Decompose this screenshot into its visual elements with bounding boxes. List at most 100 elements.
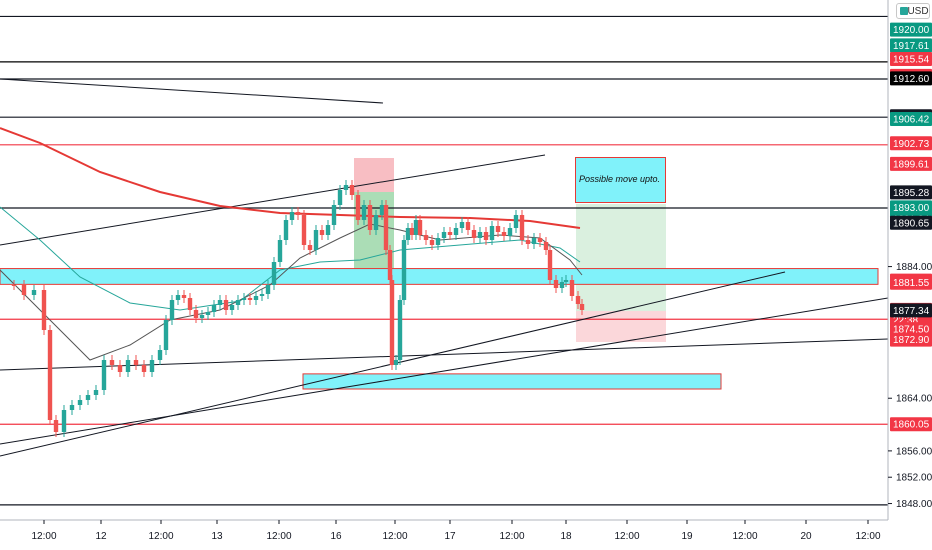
time-tick-label-6: 12:00 <box>382 531 407 542</box>
candle-body-88 <box>553 280 559 288</box>
price-tick-label-4: 1848.00 <box>896 499 932 510</box>
price-badge-18 <box>890 322 932 337</box>
candle-body-34 <box>253 296 259 300</box>
candle-body-53 <box>367 205 373 230</box>
annotation-note[interactable]: Possible move upto. <box>575 157 666 203</box>
price-badge-label-17: 1877.34 <box>893 306 930 317</box>
price-badge-4 <box>890 71 932 86</box>
candle-body-37 <box>271 262 277 285</box>
plot-area <box>0 0 888 520</box>
candle-body-16 <box>141 365 147 372</box>
price-badge-17 <box>890 303 932 318</box>
time-tick-label-10: 12:00 <box>614 531 639 542</box>
candle-body-7 <box>69 405 75 410</box>
candle-body-63 <box>409 228 415 235</box>
candle-body-22 <box>181 295 187 298</box>
candle-body-46 <box>325 225 331 235</box>
candle-body-59 <box>393 360 399 365</box>
candle-body-5 <box>53 420 59 432</box>
resistance-zone <box>0 268 879 285</box>
candle-body-51 <box>355 195 361 220</box>
price-badge-label-4: 1912.60 <box>893 74 930 85</box>
candle-body-27 <box>211 305 217 312</box>
currency-tag[interactable]: USD <box>896 3 930 19</box>
candle-body-89 <box>559 282 565 288</box>
candle-body-36 <box>265 285 271 294</box>
candle-body-38 <box>277 240 283 262</box>
price-badge-9 <box>890 185 932 200</box>
price-badge-label-9: 1895.28 <box>893 188 930 199</box>
candle-body-49 <box>343 185 349 190</box>
price-badge-8 <box>890 156 932 171</box>
trend-line-3 <box>0 297 889 445</box>
annotation-text: Possible move upto. <box>579 174 661 184</box>
time-tick-label-8: 12:00 <box>499 531 524 542</box>
price-badge-label-7: 1902.73 <box>893 139 930 150</box>
price-badge-12 <box>890 215 932 230</box>
candle-body-67 <box>429 240 435 245</box>
price-tick-label-0: 1884.00 <box>896 262 932 273</box>
candle-body-72 <box>459 222 465 228</box>
price-badge-label-1: 1917.61 <box>893 41 930 52</box>
candle-body-79 <box>501 232 507 236</box>
price-badge-label-8: 1899.61 <box>893 159 930 170</box>
price-badge-2 <box>890 51 932 66</box>
candle-body-19 <box>163 320 169 350</box>
time-tick-label-13: 20 <box>800 531 812 542</box>
price-badge-label-16: 22:38 <box>893 315 918 326</box>
candle-body-8 <box>77 400 83 405</box>
candle-body-81 <box>513 215 519 228</box>
candle-body-6 <box>61 410 67 432</box>
time-tick-label-1: 12 <box>95 531 107 542</box>
candle-body-26 <box>205 312 211 315</box>
candle-body-78 <box>495 226 501 232</box>
candle-body-58 <box>389 280 395 365</box>
price-badge-label-12: 1890.65 <box>893 218 930 229</box>
ma-200-line <box>0 127 581 229</box>
candle-body-23 <box>187 298 193 310</box>
candle-body-68 <box>435 238 441 245</box>
candle-body-40 <box>289 212 295 220</box>
time-tick-label-5: 16 <box>330 531 342 542</box>
price-tick-label-3: 1852.00 <box>896 473 932 484</box>
currency-label: USD <box>907 6 929 17</box>
candle-body-24 <box>193 310 199 318</box>
price-badge-0 <box>890 22 932 37</box>
price-badge-20 <box>890 417 932 432</box>
candle-body-83 <box>525 240 531 244</box>
candle-body-74 <box>471 230 477 238</box>
candle-body-2 <box>31 290 37 295</box>
candle-body-43 <box>307 245 313 250</box>
candle-body-52 <box>361 205 367 220</box>
candle-body-31 <box>235 300 241 305</box>
tradingview-logo-icon <box>900 7 908 15</box>
candle-body-66 <box>423 235 429 240</box>
price-badge-7 <box>890 136 932 151</box>
candle-body-14 <box>125 360 131 372</box>
time-tick-label-3: 13 <box>211 531 223 542</box>
candle-body-87 <box>547 250 553 280</box>
price-badge-label-20: 1860.05 <box>893 420 930 431</box>
time-tick-label-0: 12:00 <box>31 531 56 542</box>
candle-body-18 <box>157 350 163 360</box>
trend-line-0 <box>0 78 384 104</box>
candle-body-25 <box>199 315 205 318</box>
price-badge-label-10: 1893.00 <box>893 203 930 214</box>
candle-body-33 <box>247 298 253 300</box>
candle-body-60 <box>397 300 403 360</box>
time-tick-label-7: 17 <box>444 531 456 542</box>
time-tick-label-4: 12:00 <box>266 531 291 542</box>
candle-body-61 <box>401 240 407 300</box>
candle-body-65 <box>417 220 423 235</box>
candle-body-47 <box>331 205 337 225</box>
target-box <box>576 204 666 311</box>
candle-body-69 <box>441 232 447 238</box>
candle-body-0 <box>11 285 17 286</box>
candle-body-71 <box>453 228 459 235</box>
price-tick-label-2: 1856.00 <box>896 446 932 457</box>
candle-body-4 <box>47 330 53 420</box>
candle-body-28 <box>217 300 223 305</box>
candle-body-20 <box>169 300 175 320</box>
